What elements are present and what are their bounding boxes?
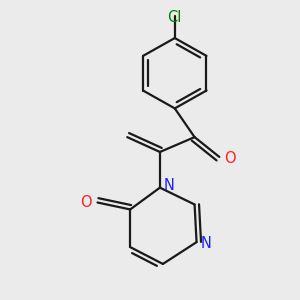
Text: N: N xyxy=(200,236,211,250)
Text: O: O xyxy=(224,152,236,166)
Text: Cl: Cl xyxy=(168,10,182,25)
Text: N: N xyxy=(164,178,175,193)
Text: O: O xyxy=(80,195,92,210)
